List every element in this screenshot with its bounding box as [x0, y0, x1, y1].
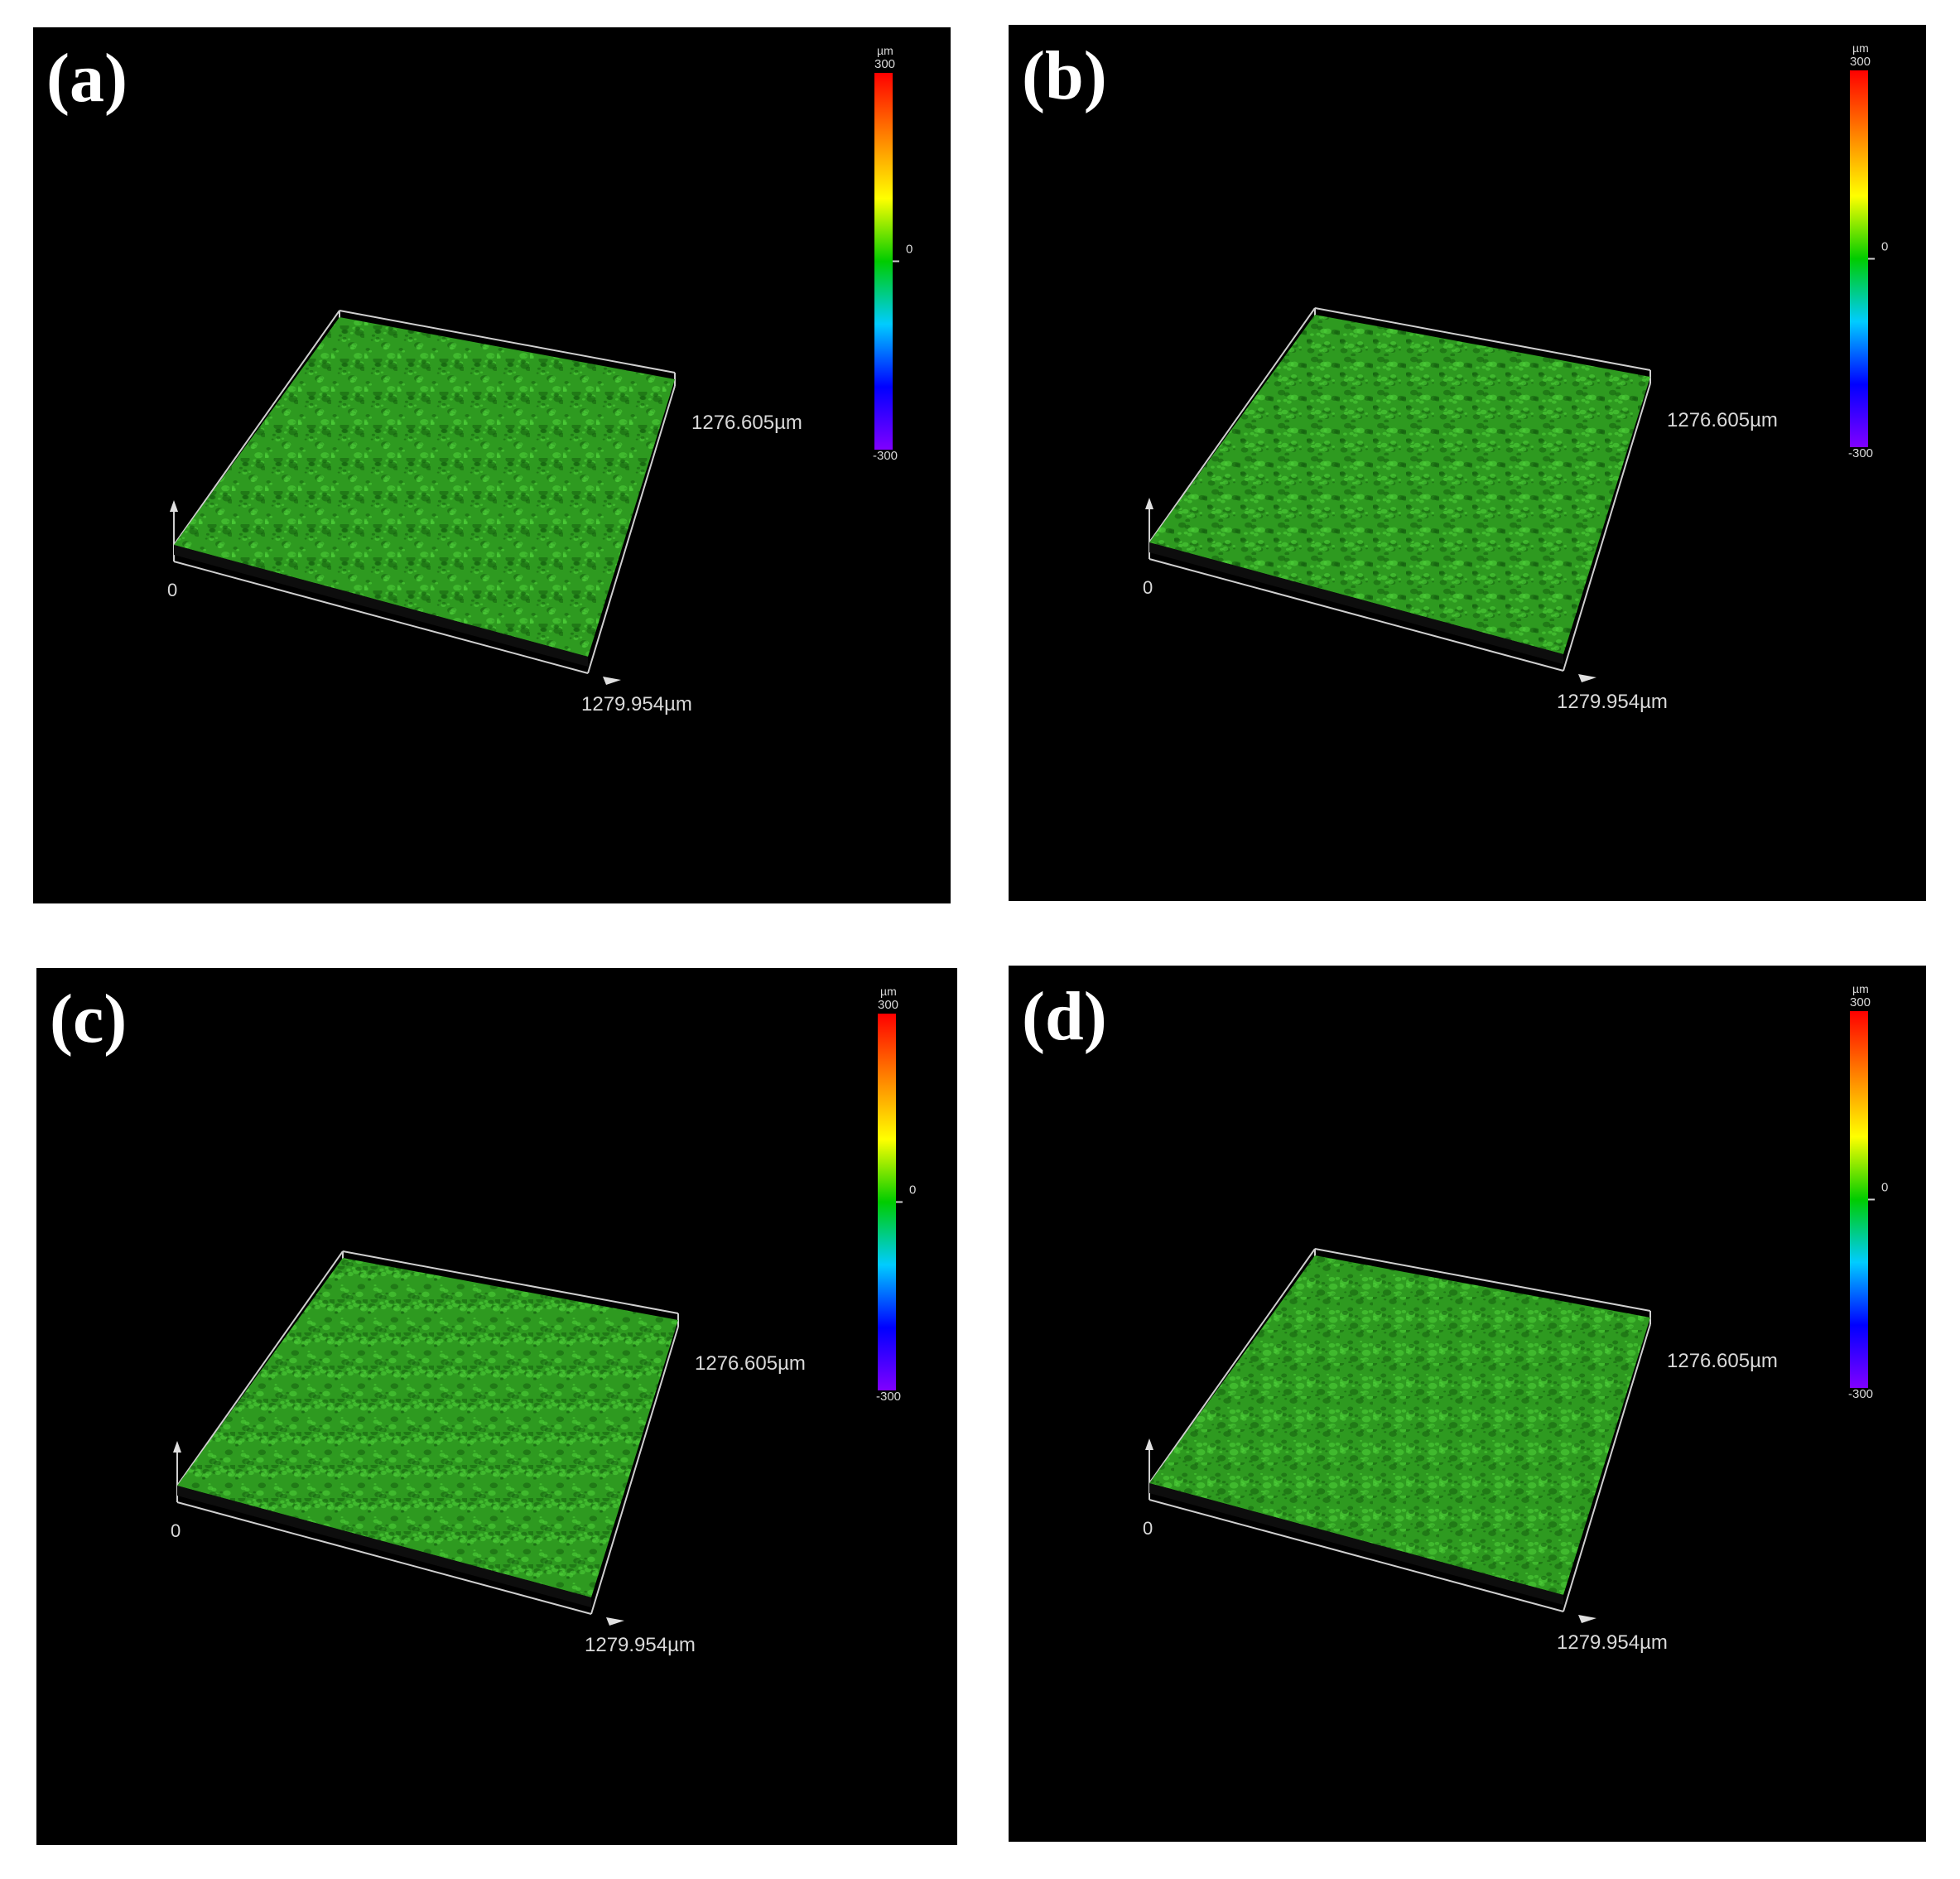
scale-unit: µm [1852, 982, 1869, 995]
origin-label: 0 [167, 580, 177, 600]
surface-map [1149, 315, 1650, 654]
scale-min-label: -300 [1848, 446, 1873, 460]
scale-unit: µm [877, 44, 893, 57]
scale-min-label: -300 [1848, 1387, 1873, 1401]
scale-mid-label: 0 [1881, 1181, 1888, 1195]
panel-label: (a) [46, 40, 128, 117]
scale-unit: µm [1852, 41, 1869, 55]
x-axis-arrow [603, 677, 621, 685]
bounding-box [173, 310, 676, 674]
surface-map [1149, 1255, 1650, 1595]
scale-mid-label: 0 [1881, 240, 1888, 254]
scale-max-label: 300 [1850, 55, 1871, 69]
scale-min-label: -300 [876, 1390, 901, 1404]
panel-b: 0 1279.954µm 1276.605µm µm 300 0 -300 (b) [1009, 25, 1926, 901]
scale-max-label: 300 [874, 57, 895, 71]
y-extent-label: 1276.605µm [1667, 409, 1778, 431]
panel-c: 0 1279.954µm 1276.605µm µm 300 0 -300 (c) [36, 968, 957, 1845]
scale-min-label: -300 [873, 449, 898, 463]
z-axis-arrow [1145, 498, 1153, 509]
z-axis-arrow [1145, 1438, 1153, 1450]
panel-a: 0 1279.954µm 1276.605µm µm 300 0 -300 (a) [33, 27, 951, 903]
bounding-box [1149, 1248, 1651, 1612]
scale-max-label: 300 [878, 998, 898, 1012]
bounding-box [1149, 307, 1651, 672]
scale-mid-label: 0 [906, 243, 913, 257]
x-extent-label: 1279.954µm [581, 693, 692, 715]
x-extent-label: 1279.954µm [1557, 691, 1668, 713]
x-extent-label: 1279.954µm [1557, 1631, 1668, 1654]
scale-max-label: 300 [1850, 995, 1871, 1009]
bounding-box [176, 1250, 679, 1615]
y-extent-label: 1276.605µm [691, 412, 802, 434]
scale-mid-label: 0 [909, 1183, 916, 1197]
x-extent-label: 1279.954µm [585, 1634, 696, 1656]
scale-unit: µm [880, 985, 897, 998]
surface-map [174, 317, 675, 657]
origin-label: 0 [1143, 1518, 1153, 1539]
x-axis-arrow [606, 1617, 624, 1626]
panel-d: 0 1279.954µm 1276.605µm µm 300 0 -300 (d) [1009, 966, 1926, 1842]
y-extent-label: 1276.605µm [695, 1352, 806, 1375]
origin-label: 0 [171, 1520, 181, 1541]
x-axis-arrow [1578, 1615, 1596, 1623]
panel-label: (c) [50, 980, 128, 1058]
origin-label: 0 [1143, 577, 1153, 598]
y-extent-label: 1276.605µm [1667, 1350, 1778, 1372]
z-axis-arrow [173, 1441, 181, 1453]
z-axis-arrow [170, 500, 178, 512]
x-axis-arrow [1578, 674, 1596, 682]
panel-label: (b) [1022, 37, 1107, 114]
surface-map [177, 1258, 678, 1597]
panel-label: (d) [1022, 978, 1107, 1055]
